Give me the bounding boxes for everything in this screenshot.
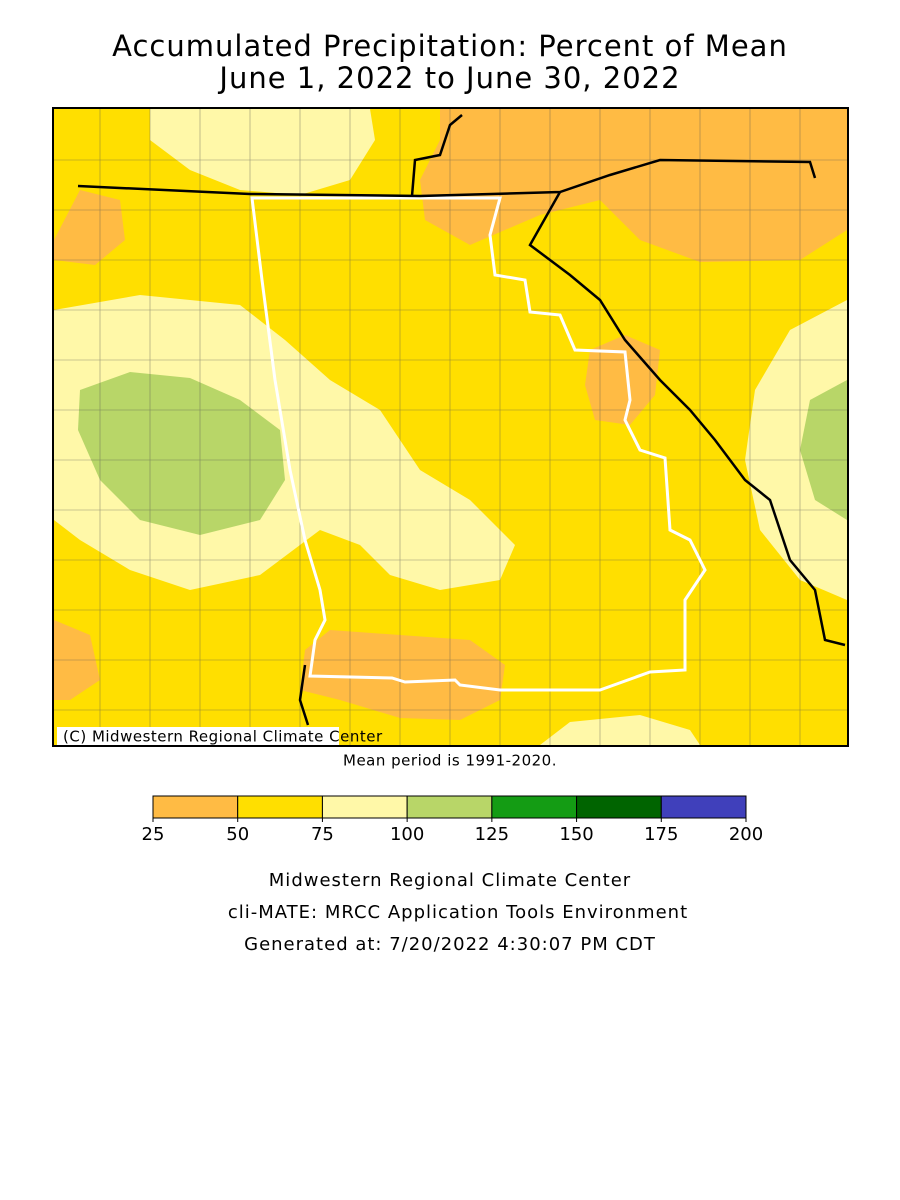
legend-tick-label: 50 xyxy=(226,824,249,845)
copyright: (C) Midwestern Regional Climate Center xyxy=(63,728,383,746)
border xyxy=(528,191,846,647)
map-frame xyxy=(52,107,849,747)
border xyxy=(410,114,463,197)
county-lines xyxy=(54,109,847,745)
region xyxy=(150,109,375,195)
legend-swatch xyxy=(152,795,239,819)
region xyxy=(54,190,125,265)
mean-period-note: Mean period is 1991-2020. xyxy=(343,752,557,770)
legend-tick-label: 75 xyxy=(311,824,334,845)
legend-swatch xyxy=(491,795,578,819)
region xyxy=(300,630,505,720)
legend-tick-label: 125 xyxy=(475,824,509,845)
title-line: June 1, 2022 to June 30, 2022 xyxy=(217,61,680,95)
region xyxy=(800,380,847,520)
legend: 25 50 75 100 125 150 175 200 xyxy=(142,795,763,845)
legend-tick-label: 150 xyxy=(559,824,593,845)
legend-tick-label: 25 xyxy=(142,824,165,845)
legend-swatch xyxy=(321,795,408,819)
border xyxy=(77,158,817,198)
border xyxy=(298,664,310,726)
legend-swatch xyxy=(576,795,662,819)
legend-tick-label: 100 xyxy=(390,824,424,845)
state-border xyxy=(250,196,707,692)
legend-swatch xyxy=(406,795,493,819)
footer-line: cli-MATE: MRCC Application Tools Environ… xyxy=(228,902,688,923)
map: (C) Midwestern Regional Climate Center xyxy=(52,107,849,747)
region xyxy=(78,372,285,535)
region xyxy=(540,715,700,745)
legend-tick-label: 200 xyxy=(729,824,763,845)
footer-line: Midwestern Regional Climate Center xyxy=(269,870,631,891)
copyright-box xyxy=(57,727,339,745)
region xyxy=(745,300,847,600)
region xyxy=(420,109,847,262)
footer-line: Generated at: 7/20/2022 4:30:07 PM CDT xyxy=(244,934,656,955)
title-line: Accumulated Precipitation: Percent of Me… xyxy=(112,29,788,63)
legend-swatch xyxy=(237,795,323,819)
legend-swatch xyxy=(660,795,747,819)
legend-tick-label: 175 xyxy=(644,824,678,845)
